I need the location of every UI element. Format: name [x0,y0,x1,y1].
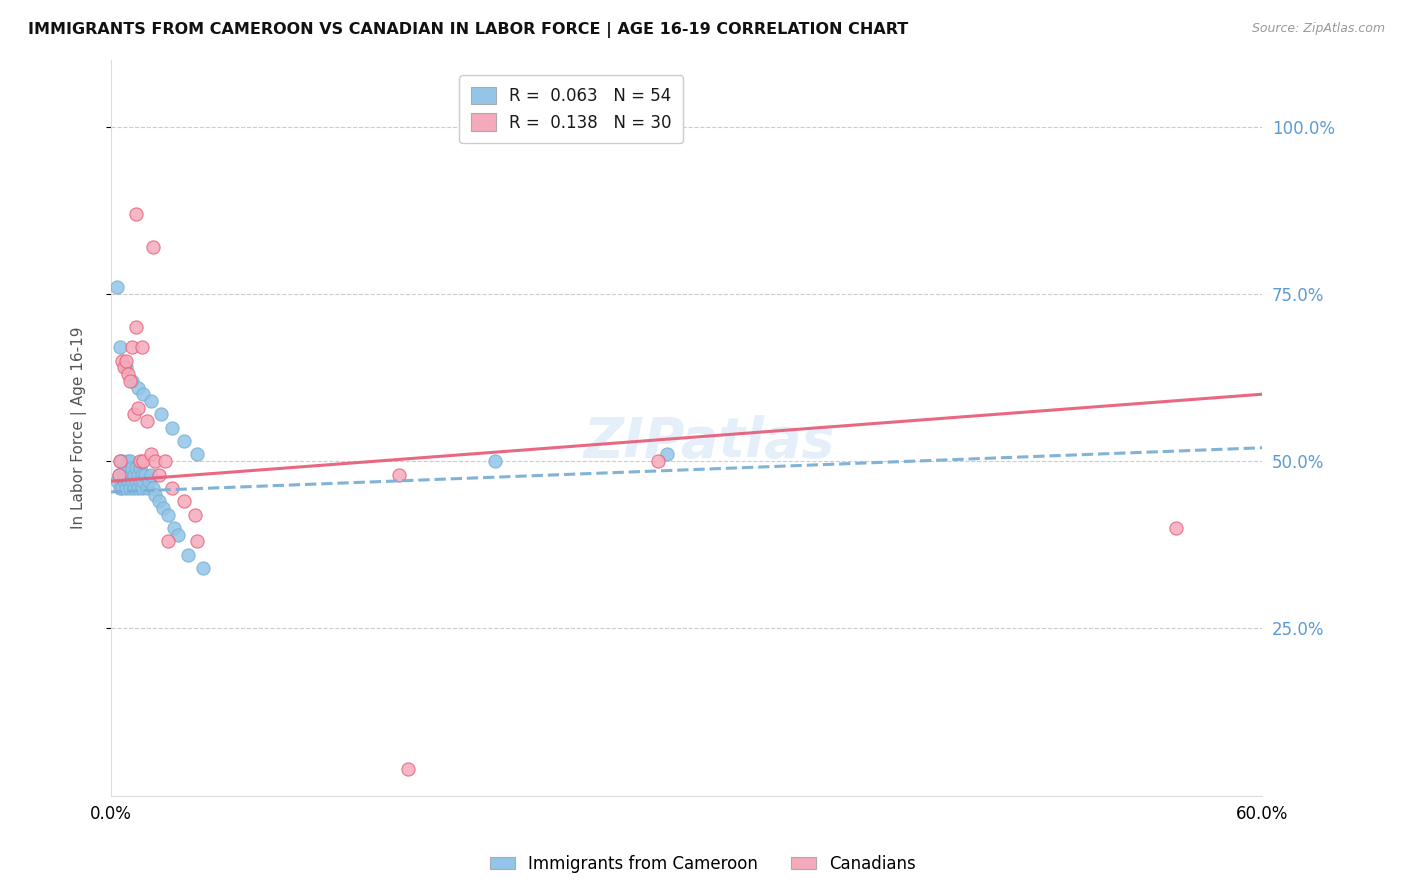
Point [162,420,184,434]
Point [136,414,159,428]
Point [122,467,145,482]
Point [152,500,174,515]
Point [122,407,145,421]
Point [136,481,159,495]
Point [112,360,135,375]
Point [176,548,198,562]
Point [115,481,138,495]
Point [111,353,134,368]
Point [173,494,195,508]
Y-axis label: In Labor Force | Age 16-19: In Labor Force | Age 16-19 [72,326,87,529]
Point [118,374,141,388]
Point [105,280,128,294]
Point [121,340,143,354]
Point [186,447,208,461]
Point [388,467,411,482]
Point [112,474,135,488]
Point [128,460,150,475]
Point [121,474,143,488]
Point [110,454,132,468]
Point [111,481,134,495]
Point [117,474,139,488]
Point [115,460,138,475]
Point [191,561,214,575]
Point [127,481,149,495]
Point [121,374,143,388]
Point [105,474,128,488]
Point [647,454,669,468]
Point [118,454,141,468]
Point [125,320,148,334]
Point [143,454,166,468]
Point [112,467,135,482]
Point [117,454,139,468]
Point [127,401,149,415]
Point [132,387,155,401]
Point [148,494,170,508]
Point [121,460,143,475]
Point [131,481,153,495]
Point [132,474,155,488]
Point [1164,521,1187,535]
Point [396,762,419,776]
Point [148,467,170,482]
Point [111,454,134,468]
Point [134,467,156,482]
Point [110,481,132,495]
Point [125,460,148,475]
Point [122,481,145,495]
Point [131,467,153,482]
Point [186,534,208,549]
Point [484,454,506,468]
Point [125,206,148,220]
Point [173,434,195,448]
Point [163,521,186,535]
Point [117,367,139,381]
Point [127,467,149,482]
Point [110,454,132,468]
Point [167,528,190,542]
Point [143,487,166,501]
Point [125,474,148,488]
Point [131,340,153,354]
Point [184,508,207,522]
Point [157,534,180,549]
Point [139,447,162,461]
Point [142,481,165,495]
Point [142,240,165,254]
Text: IMMIGRANTS FROM CAMEROON VS CANADIAN IN LABOR FORCE | AGE 16-19 CORRELATION CHAR: IMMIGRANTS FROM CAMEROON VS CANADIAN IN … [28,22,908,38]
Text: ZIPatlas: ZIPatlas [583,416,835,469]
Point [118,467,141,482]
Point [149,407,172,421]
Point [128,454,150,468]
Legend: R =  0.063   N = 54, R =  0.138   N = 30: R = 0.063 N = 54, R = 0.138 N = 30 [460,75,683,144]
Point [127,380,149,394]
Point [107,467,129,482]
Point [162,481,184,495]
Point [657,447,679,461]
Point [138,474,160,488]
Point [139,393,162,408]
Point [157,508,180,522]
Point [115,360,138,375]
Point [139,467,162,482]
Point [128,474,150,488]
Point [107,467,129,482]
Legend: Immigrants from Cameroon, Canadians: Immigrants from Cameroon, Canadians [484,848,922,880]
Text: Source: ZipAtlas.com: Source: ZipAtlas.com [1251,22,1385,36]
Point [132,454,155,468]
Point [110,340,132,354]
Point [118,481,141,495]
Point [115,353,138,368]
Point [153,454,176,468]
